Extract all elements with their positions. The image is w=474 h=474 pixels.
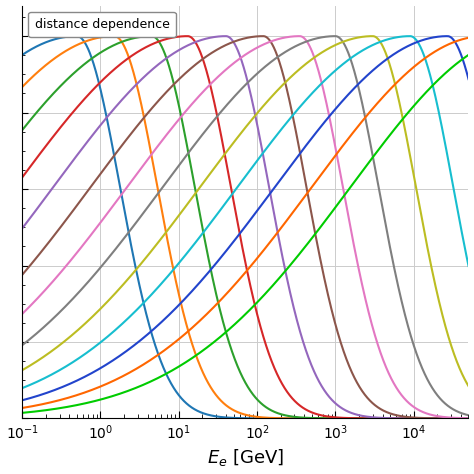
Legend: distance dependence: distance dependence [28, 12, 176, 37]
X-axis label: $E_e$ [GeV]: $E_e$ [GeV] [207, 447, 284, 468]
